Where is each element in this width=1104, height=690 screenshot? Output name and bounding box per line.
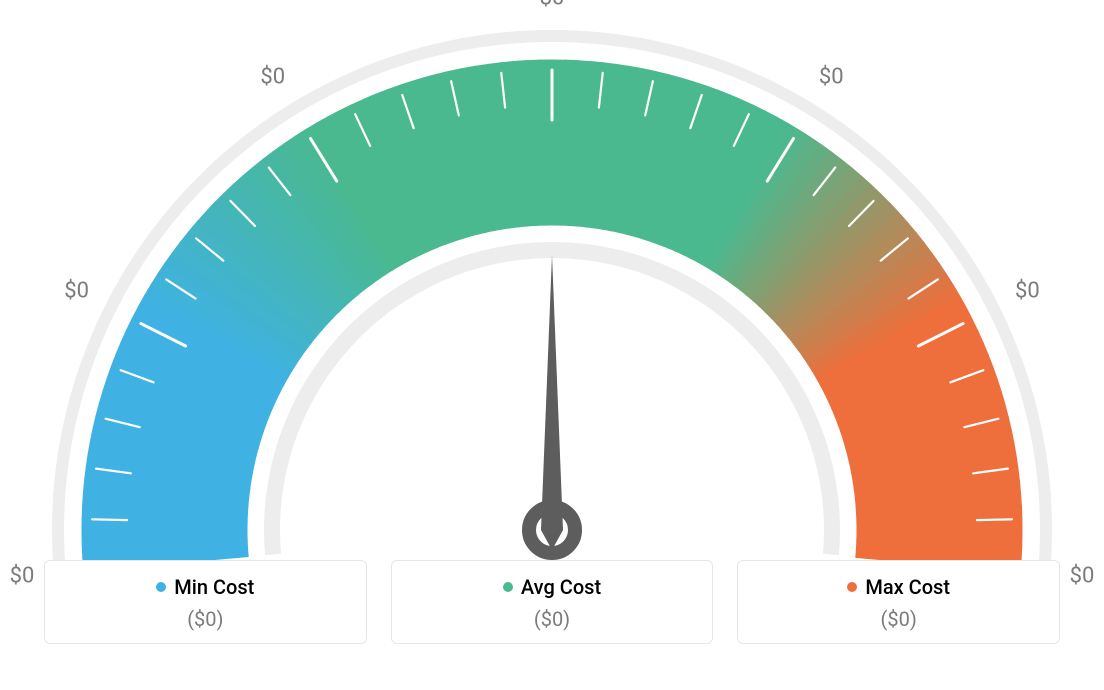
legend-value-min: ($0)	[55, 607, 356, 631]
dot-icon	[503, 582, 513, 592]
gauge-tick-label: $0	[1015, 279, 1040, 304]
legend-text-min: Min Cost	[174, 575, 254, 599]
gauge-tick-label: $0	[540, 0, 565, 11]
dot-icon	[847, 582, 857, 592]
gauge-tick-label: $0	[260, 65, 285, 90]
gauge-tick-label: $0	[819, 65, 844, 90]
legend-label-max: Max Cost	[847, 575, 950, 599]
legend-card-min: Min Cost ($0)	[44, 560, 367, 644]
cost-gauge: $0$0$0$0$0$0$0	[0, 0, 1104, 560]
gauge-tick-label: $0	[10, 564, 35, 589]
legend-label-avg: Avg Cost	[503, 575, 601, 599]
gauge-tick-label: $0	[1070, 564, 1095, 589]
legend-label-min: Min Cost	[156, 575, 254, 599]
legend-value-avg: ($0)	[402, 607, 703, 631]
legend-value-max: ($0)	[748, 607, 1049, 631]
legend-text-avg: Avg Cost	[521, 575, 601, 599]
dot-icon	[156, 582, 166, 592]
legend-card-max: Max Cost ($0)	[737, 560, 1060, 644]
legend-card-avg: Avg Cost ($0)	[391, 560, 714, 644]
gauge-svg	[0, 0, 1104, 560]
legend-text-max: Max Cost	[865, 575, 950, 599]
gauge-tick-label: $0	[64, 279, 89, 304]
legend-row: Min Cost ($0) Avg Cost ($0) Max Cost ($0…	[0, 560, 1104, 644]
